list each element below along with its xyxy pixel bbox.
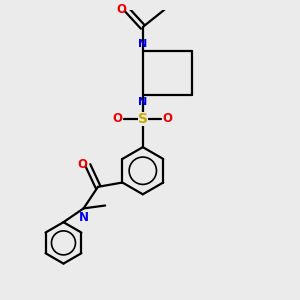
Text: O: O [113, 112, 123, 125]
Text: O: O [163, 112, 173, 125]
Text: S: S [138, 112, 148, 126]
Text: N: N [79, 211, 88, 224]
Text: O: O [78, 158, 88, 171]
Text: N: N [138, 39, 147, 49]
Text: N: N [138, 97, 147, 107]
Text: O: O [117, 3, 127, 16]
